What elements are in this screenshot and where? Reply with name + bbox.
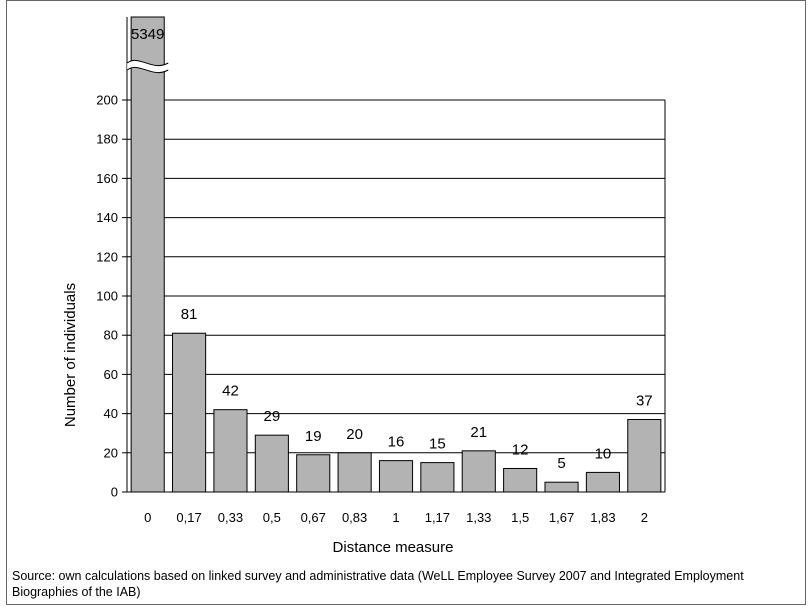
bar <box>296 454 331 493</box>
x-tick-labels: 0 0,17 0,33 0,5 0,67 0,83 1 1,17 1,33 1,5 1,67 1,83… <box>144 510 648 525</box>
x-tick-label: 1,33 <box>466 510 491 525</box>
data-label: 15 <box>429 436 446 453</box>
data-label: 21 <box>470 424 487 441</box>
y-tick-label: 120 <box>96 249 118 264</box>
bar <box>503 467 538 493</box>
x-tick-label: 2 <box>641 510 648 525</box>
bar <box>172 332 207 493</box>
x-tick-label: 1,83 <box>590 510 615 525</box>
data-label: 42 <box>222 383 239 400</box>
x-tick-label: 0,17 <box>176 510 201 525</box>
x-tick-label: 1,5 <box>511 510 529 525</box>
bar <box>213 409 248 493</box>
y-tick-label: 140 <box>96 210 118 225</box>
x-tick-label: 1,17 <box>425 510 450 525</box>
bar <box>337 452 372 493</box>
y-tick-label: 0 <box>111 485 118 500</box>
x-tick-label: 1,67 <box>549 510 574 525</box>
data-label: 20 <box>346 426 363 443</box>
bar <box>254 434 289 493</box>
bar <box>420 462 455 493</box>
data-label: 5349 <box>131 26 164 43</box>
y-tick-labels: 0 20 40 60 80 100 120 140 160 180 200 <box>96 93 118 500</box>
x-tick-label: 0,67 <box>301 510 326 525</box>
x-tick-label: 1 <box>392 510 399 525</box>
bar <box>378 460 414 493</box>
bar <box>461 450 496 493</box>
bars <box>130 16 662 493</box>
axis-break-line <box>126 66 169 74</box>
y-axis-title: Number of individuals <box>62 283 79 427</box>
y-tick-label: 160 <box>96 171 118 186</box>
source-note: Source: own calculations based on linked… <box>12 569 744 599</box>
data-label: 5 <box>557 455 565 472</box>
gridlines <box>122 17 666 493</box>
data-labels: 5349 81 42 29 19 20 16 15 21 12 5 10 37 <box>131 26 653 472</box>
axis-break-gap <box>127 60 169 73</box>
axis-break-line <box>126 59 169 67</box>
data-label: 81 <box>181 306 198 323</box>
y-tick-label: 80 <box>104 328 118 343</box>
bar <box>544 481 579 493</box>
x-axis-title: Distance measure <box>333 539 454 556</box>
x-tick-label: 0,33 <box>218 510 243 525</box>
bar <box>130 16 165 493</box>
data-label: 16 <box>388 434 405 451</box>
y-tick-label: 40 <box>104 406 118 421</box>
chart-frame: 0 20 40 60 80 100 120 140 160 180 200 0 0,17 0,33 0,5… <box>6 0 806 605</box>
bar <box>585 471 620 493</box>
x-tick-label: 0,83 <box>342 510 367 525</box>
x-tick-label: 0 <box>144 510 151 525</box>
bar <box>627 418 662 493</box>
y-tick-label: 60 <box>104 367 118 382</box>
y-tick-label: 20 <box>104 445 118 460</box>
data-label: 10 <box>595 445 612 462</box>
x-tick-label: 0,5 <box>263 510 281 525</box>
y-tick-label: 100 <box>96 289 118 304</box>
data-label: 29 <box>264 408 281 425</box>
data-label: 37 <box>636 392 653 409</box>
data-label: 19 <box>305 428 322 445</box>
y-tick-label: 200 <box>96 93 118 108</box>
y-tick-label: 180 <box>96 132 118 147</box>
data-label: 12 <box>512 441 529 458</box>
axis-break <box>126 59 169 74</box>
